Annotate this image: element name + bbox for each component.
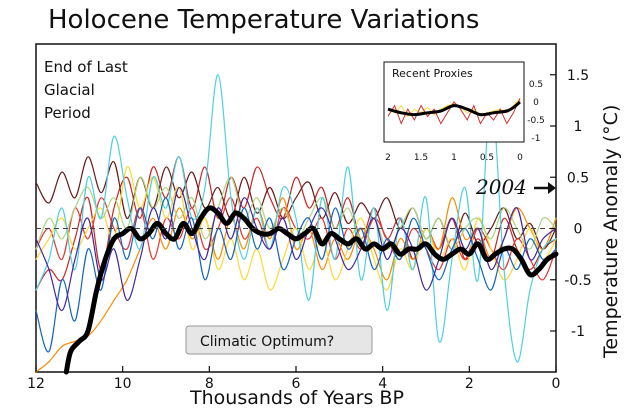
axes-layer: 12 10 8 6 4 2 01.510.50-0.5-1 [27,68,592,392]
recent-proxies-inset: Recent Proxies 2 1.5 1 0.5 0 0.5 0 -0.5 -1 [383,61,545,163]
inset-series-layer [387,98,521,125]
climatic-optimum-label: Climatic Optimum? [200,334,334,350]
marker-2004: 2004 [475,175,556,199]
x-tick-label: 6 [292,376,301,392]
x-tick-label: 8 [205,376,214,392]
x-tick-label: 4 [378,376,387,392]
y-tick-label: 0.5 [567,170,589,186]
series-line-5 [35,166,557,291]
series-line-9 [35,186,557,312]
y-axis-label: Temperature Anomaly (°C) [600,105,622,359]
x-axis-label: Thousands of Years BP [189,387,404,409]
series-line-7 [35,74,557,363]
marker-2004-arrowhead [548,182,556,194]
series-line-8 [35,197,557,353]
glacial-label-line3: Period [44,104,91,122]
y-tick-label: 1.5 [567,68,589,84]
inset-x-tick-label: 0 [517,153,523,163]
inset-x-tick-label: 2 [385,153,391,163]
x-tick-label: 2 [465,376,474,392]
glacial-label-line1: End of Last [44,58,128,76]
x-tick-label: 0 [552,376,561,392]
chart-title: Holocene Temperature Variations [48,5,479,35]
x-tick-label: 10 [114,376,132,392]
glacial-label-line2: Glacial [44,81,95,99]
x-tick-label: 12 [27,376,45,392]
marker-2004-label: 2004 [475,175,527,199]
inset-title: Recent Proxies [392,67,473,80]
inset-axes-layer: 2 1.5 1 0.5 0 0.5 0 -0.5 -1 [385,80,545,163]
y-tick-label: 1 [574,119,583,135]
inset-x-tick-label: 0.5 [480,153,494,163]
inset-y-tick-label: -1 [532,134,541,144]
y-tick-label: 0 [574,222,583,238]
series-line-2 [35,156,557,250]
series-line-average [63,205,559,375]
inset-series-average [387,100,521,117]
inset-x-tick-label: 1.5 [414,153,428,163]
inset-y-tick-label: -0.5 [527,116,545,126]
climatic-optimum-box: Climatic Optimum? [185,325,373,355]
y-tick-label: -1 [571,324,585,340]
y-tick-label: -0.5 [564,273,591,289]
inset-y-tick-label: 0.5 [529,80,543,90]
inset-x-tick-label: 1 [451,153,457,163]
series-layer [35,74,559,375]
inset-y-tick-label: 0 [533,98,539,108]
